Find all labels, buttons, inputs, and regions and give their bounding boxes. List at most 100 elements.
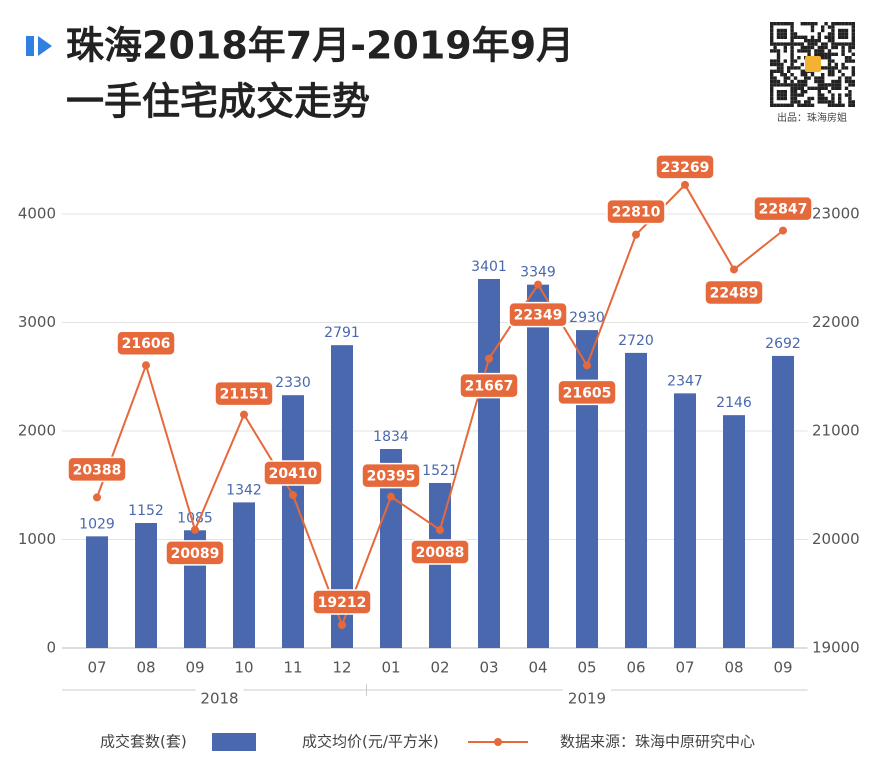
qr-cell xyxy=(783,103,787,107)
qr-cell xyxy=(800,22,804,26)
qr-cell xyxy=(817,100,821,104)
chart-title: 一手住宅成交走势 xyxy=(66,80,370,124)
qr-cell xyxy=(824,42,828,46)
qr-cell xyxy=(841,35,845,39)
qr-cell xyxy=(770,49,774,53)
qr-cell xyxy=(804,22,808,26)
line-value-label: 19212 xyxy=(318,595,367,611)
qr-cell xyxy=(838,83,842,87)
qr-cell xyxy=(821,96,825,101)
qr-cell xyxy=(831,45,835,50)
qr-cell xyxy=(793,76,798,80)
line-label-bg xyxy=(116,330,176,356)
qr-cell xyxy=(834,42,838,46)
y2-tick-label: 19000 xyxy=(812,639,860,657)
qr-cell xyxy=(848,42,852,46)
qr-cell xyxy=(831,93,835,97)
qr-cell xyxy=(844,32,849,36)
qr-cell xyxy=(780,32,784,36)
qr-cell xyxy=(838,69,842,73)
qr-cell xyxy=(797,86,801,90)
qr-cell xyxy=(780,93,784,97)
y2-tick-label: 22000 xyxy=(812,313,860,331)
qr-cell xyxy=(783,28,787,33)
qr-cell xyxy=(790,66,794,70)
qr-cell xyxy=(817,32,821,36)
y-tick-label: 3000 xyxy=(18,313,56,331)
qr-cell xyxy=(814,22,818,26)
qr-cell xyxy=(831,35,835,39)
qr-cell xyxy=(814,52,818,56)
qr-cell xyxy=(827,49,832,53)
qr-cell xyxy=(838,86,842,90)
line-point xyxy=(534,280,542,289)
bar xyxy=(331,345,353,648)
qr-cell xyxy=(821,25,825,29)
qr-cell xyxy=(827,66,832,70)
qr-cell xyxy=(824,86,828,90)
qr-cell xyxy=(841,45,845,50)
qr-cell xyxy=(841,49,845,53)
qr-cell xyxy=(776,69,781,73)
qr-cell xyxy=(804,103,808,107)
qr-cell xyxy=(810,42,815,46)
qr-cell xyxy=(807,76,811,80)
qr-cell xyxy=(827,35,832,39)
line-value-label: 22847 xyxy=(759,202,808,218)
x-tick-label: 05 xyxy=(577,659,596,677)
qr-cell xyxy=(848,96,852,101)
bar-value-label: 1085 xyxy=(177,510,213,526)
qr-cell xyxy=(814,76,818,80)
y-tick-label: 4000 xyxy=(18,205,56,223)
qr-cell xyxy=(851,69,855,73)
qr-cell xyxy=(807,22,811,26)
qr-cell xyxy=(841,103,845,107)
line-value-label: 21667 xyxy=(465,379,514,395)
qr-cell xyxy=(800,73,804,77)
qr-cell xyxy=(834,79,838,84)
group-label-bg xyxy=(195,688,244,708)
qr-cell xyxy=(838,42,842,46)
qr-cell xyxy=(776,49,781,53)
qr-cell xyxy=(804,79,808,84)
qr-cell xyxy=(783,49,787,53)
qr-cell xyxy=(810,28,815,33)
qr-cell xyxy=(831,22,835,26)
qr-cell xyxy=(783,79,787,84)
qr-cell xyxy=(810,73,815,77)
qr-cell xyxy=(793,83,798,87)
qr-cell xyxy=(844,28,849,33)
qr-cell xyxy=(838,35,842,39)
qr-cell xyxy=(824,56,828,60)
line-point xyxy=(485,354,493,363)
qr-cell xyxy=(776,32,781,36)
bar xyxy=(527,284,549,648)
qr-cell xyxy=(790,103,794,107)
line-label-bg xyxy=(459,372,519,399)
qr-cell xyxy=(844,22,849,26)
qr-cell xyxy=(790,93,794,97)
qr-cell xyxy=(773,42,777,46)
qr-cell xyxy=(827,39,832,43)
qr-cell xyxy=(848,76,852,80)
qr-cell xyxy=(831,42,835,46)
qr-cell xyxy=(770,25,774,29)
qr-cell xyxy=(848,45,852,50)
qr-cell xyxy=(790,22,794,26)
bar-value-label: 2930 xyxy=(569,310,605,326)
qr-cell xyxy=(780,73,784,77)
legend-swatch xyxy=(212,733,256,751)
qr-cell xyxy=(851,59,855,63)
line-value-label: 20410 xyxy=(269,466,318,482)
qr-cell xyxy=(770,62,774,67)
qr-cell xyxy=(793,86,798,90)
qr-cell xyxy=(841,42,845,46)
line-label-bg xyxy=(606,198,666,225)
qr-cell xyxy=(780,83,784,87)
qr-cell xyxy=(827,103,832,107)
qr-cell xyxy=(814,86,818,90)
qr-cell xyxy=(817,83,821,87)
qr-cell xyxy=(783,59,787,63)
line-point xyxy=(436,525,444,534)
